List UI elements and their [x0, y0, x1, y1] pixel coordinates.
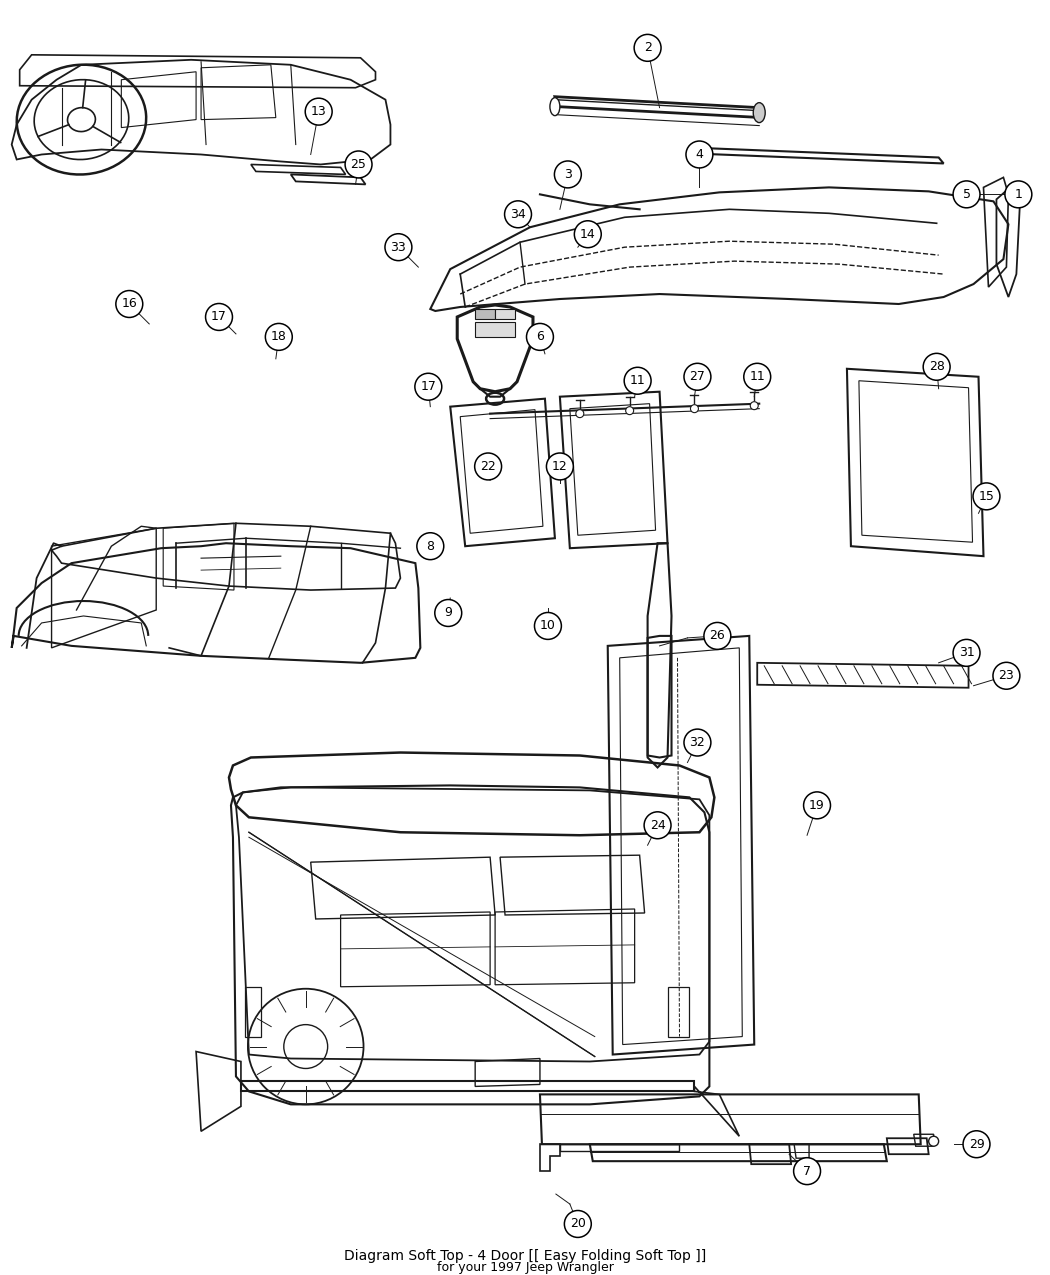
Circle shape [574, 221, 602, 247]
Circle shape [475, 453, 502, 479]
Circle shape [534, 612, 562, 639]
Text: 6: 6 [536, 330, 544, 343]
Circle shape [415, 374, 442, 400]
Text: 12: 12 [552, 460, 568, 473]
Circle shape [634, 34, 662, 61]
Text: 2: 2 [644, 41, 652, 55]
Text: 8: 8 [426, 539, 435, 552]
Circle shape [266, 324, 292, 351]
Text: 22: 22 [480, 460, 496, 473]
Text: 33: 33 [391, 241, 406, 254]
Circle shape [993, 662, 1020, 690]
Text: 20: 20 [570, 1218, 586, 1230]
Text: 4: 4 [695, 148, 704, 161]
Circle shape [928, 1136, 939, 1146]
Circle shape [306, 98, 332, 125]
Circle shape [973, 483, 1000, 510]
Text: 9: 9 [444, 607, 453, 620]
Text: Diagram Soft Top - 4 Door [[ Easy Folding Soft Top ]]: Diagram Soft Top - 4 Door [[ Easy Foldin… [344, 1248, 706, 1262]
Text: 10: 10 [540, 620, 555, 632]
Text: 18: 18 [271, 330, 287, 343]
Circle shape [743, 363, 771, 390]
Circle shape [417, 533, 444, 560]
Circle shape [575, 409, 584, 418]
Circle shape [803, 792, 831, 819]
Circle shape [923, 353, 950, 380]
Circle shape [385, 233, 412, 260]
Text: 7: 7 [803, 1164, 811, 1178]
Circle shape [963, 1131, 990, 1158]
Text: 27: 27 [690, 370, 706, 384]
Text: 17: 17 [420, 380, 436, 393]
Circle shape [953, 639, 980, 667]
Ellipse shape [550, 98, 560, 116]
Text: 19: 19 [810, 799, 825, 812]
Circle shape [526, 324, 553, 351]
Circle shape [953, 181, 980, 208]
Circle shape [116, 291, 143, 317]
Text: 17: 17 [211, 310, 227, 324]
Text: 5: 5 [963, 187, 970, 201]
Circle shape [206, 303, 232, 330]
Circle shape [435, 599, 462, 626]
Text: 16: 16 [122, 297, 138, 311]
Circle shape [554, 161, 582, 187]
Circle shape [684, 729, 711, 756]
Circle shape [1005, 181, 1032, 208]
Circle shape [546, 453, 573, 479]
Text: 11: 11 [750, 370, 765, 384]
Text: 34: 34 [510, 208, 526, 221]
Text: 11: 11 [630, 375, 646, 388]
Text: 3: 3 [564, 168, 572, 181]
Circle shape [644, 812, 671, 839]
Text: 1: 1 [1014, 187, 1023, 201]
Ellipse shape [753, 103, 765, 122]
Polygon shape [476, 309, 496, 319]
Circle shape [684, 363, 711, 390]
Polygon shape [476, 323, 516, 337]
Circle shape [624, 367, 651, 394]
Text: 14: 14 [580, 228, 595, 241]
Circle shape [505, 201, 531, 228]
Circle shape [686, 142, 713, 168]
Text: 13: 13 [311, 105, 327, 119]
Text: 32: 32 [690, 736, 706, 748]
Text: 25: 25 [351, 158, 366, 171]
Text: 23: 23 [999, 669, 1014, 682]
Text: for your 1997 Jeep Wrangler: for your 1997 Jeep Wrangler [437, 1261, 613, 1274]
Circle shape [704, 622, 731, 649]
Text: 15: 15 [979, 490, 994, 502]
Text: 29: 29 [969, 1137, 985, 1151]
Circle shape [751, 402, 758, 409]
Circle shape [345, 150, 372, 178]
Text: 24: 24 [650, 819, 666, 831]
Text: 26: 26 [710, 630, 726, 643]
Circle shape [626, 407, 633, 414]
Text: 28: 28 [928, 361, 945, 374]
Circle shape [794, 1158, 820, 1184]
Circle shape [564, 1210, 591, 1238]
Circle shape [691, 404, 698, 413]
Text: 31: 31 [959, 646, 974, 659]
Polygon shape [496, 309, 516, 319]
